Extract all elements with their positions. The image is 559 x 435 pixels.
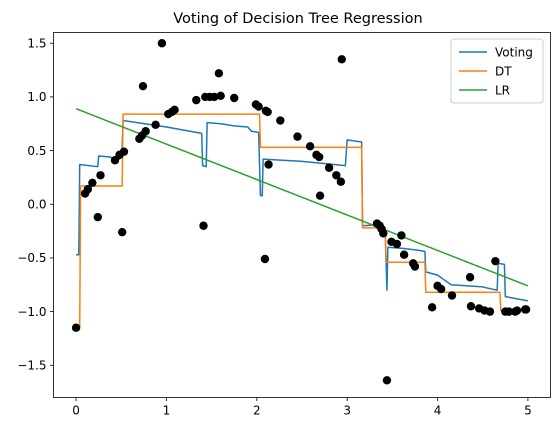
- scatter-point: [465, 273, 475, 282]
- y-tick-label: 0.5: [27, 144, 46, 158]
- scatter-point: [199, 221, 208, 230]
- scatter-point: [337, 55, 346, 64]
- scatter-point: [210, 92, 219, 102]
- scatter-point: [276, 116, 285, 125]
- scatter-point: [491, 256, 500, 266]
- series-line-lr: [75, 108, 529, 287]
- scatter-point: [521, 305, 531, 314]
- x-tick-label: 5: [524, 404, 532, 418]
- scatter-point: [264, 160, 273, 169]
- scatter-point: [151, 120, 160, 130]
- scatter-point: [305, 142, 315, 151]
- scatter-point: [315, 191, 325, 200]
- scatter-point: [88, 178, 97, 187]
- y-tick-label: −1.0: [17, 305, 46, 319]
- legend-label-dt: DT: [495, 64, 512, 78]
- scatter-point: [427, 303, 437, 312]
- scatter-point: [254, 102, 263, 111]
- scatter-point: [392, 239, 402, 249]
- scatter-point: [263, 107, 272, 117]
- x-tick-label: 0: [72, 404, 80, 418]
- scatter-point: [485, 307, 495, 316]
- x-tick-label: 2: [253, 404, 261, 418]
- scatter-point: [512, 306, 522, 315]
- y-tick-label: −0.5: [17, 251, 46, 265]
- scatter-point: [117, 227, 127, 237]
- x-tick-label: 1: [163, 404, 171, 418]
- scatter-point: [119, 147, 129, 156]
- y-tick-label: 1.5: [27, 37, 46, 51]
- scatter-point: [192, 95, 201, 105]
- scatter-point: [71, 323, 81, 332]
- scatter-point: [260, 254, 270, 264]
- axes-frame: [53, 32, 551, 398]
- plot-area: [71, 39, 531, 385]
- scatter-point: [138, 81, 148, 91]
- scatter-point: [324, 163, 334, 172]
- legend-label-lr: LR: [495, 83, 510, 97]
- scatter-point: [216, 91, 225, 101]
- scatter-point: [397, 231, 406, 240]
- scatter-point: [447, 291, 457, 300]
- scatter-point: [96, 171, 105, 180]
- scatter-point: [214, 69, 224, 78]
- x-tick-label: 4: [434, 404, 442, 418]
- scatter-point: [141, 127, 150, 136]
- scatter-point: [293, 132, 302, 141]
- chart-title: Voting of Decision Tree Regression: [173, 11, 422, 27]
- y-tick-label: 0.0: [27, 198, 46, 212]
- scatter-point: [83, 185, 93, 194]
- legend: Voting DT LR: [450, 38, 544, 104]
- y-tick-label: −1.5: [17, 359, 46, 373]
- scatter-point: [382, 376, 392, 385]
- scatter-point: [336, 177, 346, 186]
- scatter-point: [314, 152, 324, 162]
- legend-box: [450, 38, 544, 104]
- scatter-point: [170, 105, 179, 114]
- scatter-point: [157, 39, 167, 48]
- x-tick-label: 3: [343, 404, 351, 418]
- scatter-point: [436, 284, 446, 294]
- legend-label-voting: Voting: [495, 45, 533, 59]
- y-tick-label: 1.0: [27, 90, 46, 104]
- scatter-point: [399, 250, 409, 259]
- series-line-dt: [76, 113, 528, 329]
- scatter-point: [410, 262, 420, 271]
- scatter-point: [504, 307, 514, 316]
- scatter-point: [379, 229, 388, 238]
- scatter-point: [93, 212, 102, 222]
- scatter-point: [332, 171, 341, 180]
- scatter-point: [466, 302, 476, 311]
- axis-ticks: 0 1 2 3 4 5 −1.5 −1.0 −0.5 0.0 0.5 1.0 1.5: [17, 37, 531, 418]
- scatter-point: [230, 93, 239, 103]
